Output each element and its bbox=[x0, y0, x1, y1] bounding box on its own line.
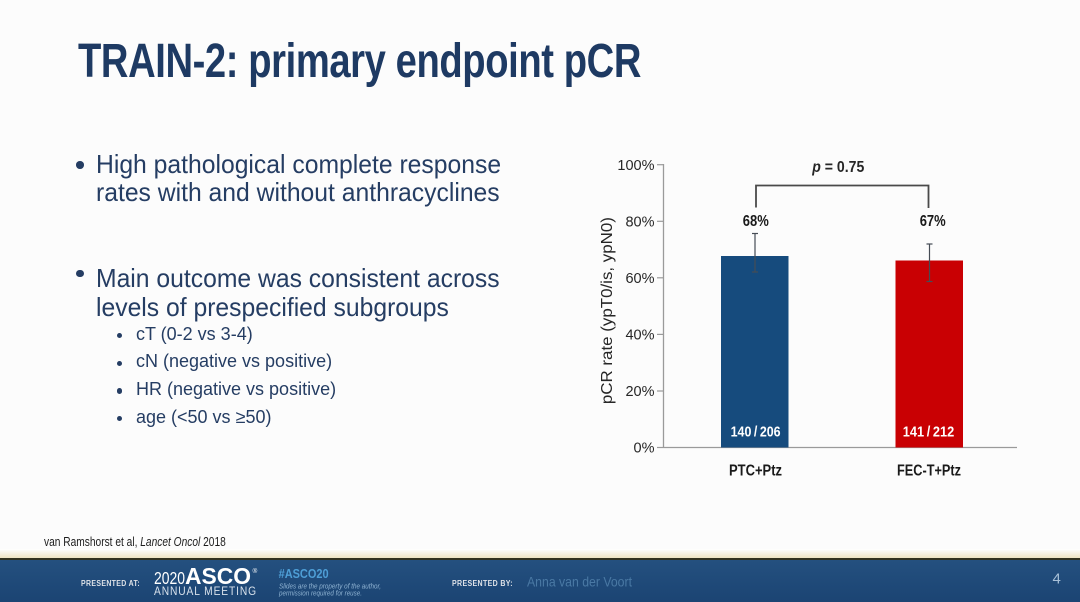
svg-text:68%: 68% bbox=[743, 213, 769, 230]
svg-text:ANNUAL MEETING: ANNUAL MEETING bbox=[154, 586, 257, 598]
svg-text:20%: 20% bbox=[625, 384, 654, 400]
svg-text:Slides are the property of the: Slides are the property of the author, bbox=[279, 584, 381, 591]
svg-text:ASCO: ASCO bbox=[185, 563, 251, 589]
svg-text:67%: 67% bbox=[920, 213, 946, 230]
svg-text:p = 0.75: p = 0.75 bbox=[811, 159, 864, 176]
svg-text:®: ® bbox=[253, 567, 258, 575]
svg-text:#ASCO20: #ASCO20 bbox=[279, 567, 329, 581]
svg-text:FEC-T+Ptz: FEC-T+Ptz bbox=[897, 462, 961, 479]
svg-text:80%: 80% bbox=[625, 215, 654, 231]
svg-text:pCR rate (ypT0/is, ypN0): pCR rate (ypT0/is, ypN0) bbox=[599, 217, 616, 404]
svg-text:40%: 40% bbox=[625, 328, 654, 344]
svg-text:PRESENTED AT:: PRESENTED AT: bbox=[81, 579, 140, 588]
svg-text:60%: 60% bbox=[625, 271, 654, 287]
svg-text:PTC+Ptz: PTC+Ptz bbox=[729, 462, 782, 479]
svg-text:4: 4 bbox=[1053, 571, 1061, 588]
svg-text:Anna van der Voort: Anna van der Voort bbox=[527, 574, 632, 590]
svg-text:permission required for reuse.: permission required for reuse. bbox=[278, 591, 362, 598]
svg-text:140 / 206: 140 / 206 bbox=[731, 424, 781, 441]
svg-text:0%: 0% bbox=[634, 441, 655, 457]
svg-text:141 / 212: 141 / 212 bbox=[903, 424, 954, 441]
svg-text:100%: 100% bbox=[617, 158, 654, 174]
svg-text:2020: 2020 bbox=[154, 568, 185, 588]
svg-text:PRESENTED BY:: PRESENTED BY: bbox=[452, 579, 513, 588]
